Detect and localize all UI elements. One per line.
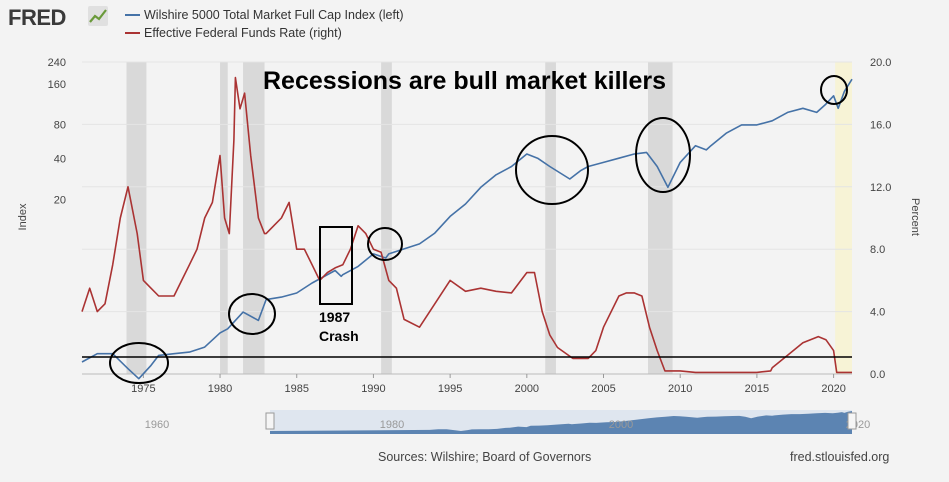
legend-label-fedfunds: Effective Federal Funds Rate (right) [144, 26, 342, 40]
right-tick-label: 8.0 [870, 244, 885, 256]
wilshire-series-line[interactable] [81, 78, 853, 380]
left-axis-label: Index [17, 203, 29, 230]
right-tick-label: 12.0 [870, 182, 891, 194]
fred-logo[interactable]: FRED [8, 5, 66, 30]
right-tick-label: 0.0 [870, 369, 885, 381]
recession-band [835, 62, 852, 374]
crash-label-year: 1987 [319, 309, 350, 325]
grid-lines [82, 61, 852, 375]
right-axis-label: Percent [909, 198, 921, 236]
x-tick-label: 1985 [284, 383, 308, 395]
range-navigator[interactable]: 1960 1980 2000 2020 [145, 410, 870, 434]
chart-legend: Wilshire 5000 Total Market Full Cap Inde… [125, 6, 404, 42]
x-tick-label: 2005 [591, 383, 615, 395]
left-tick-label: 240 [48, 57, 66, 69]
left-tick-label: 20 [54, 194, 66, 206]
recession-band [381, 62, 392, 374]
fedfunds-series-line[interactable] [81, 76, 852, 374]
x-tick-label: 2015 [745, 383, 769, 395]
legend-swatch-fedfunds [125, 32, 140, 34]
line-chart-icon [88, 6, 108, 26]
circle-annotation-1990 [367, 227, 403, 261]
legend-label-wilshire: Wilshire 5000 Total Market Full Cap Inde… [144, 8, 404, 22]
right-tick-label: 20.0 [870, 57, 891, 69]
site-link[interactable]: fred.stlouisfed.org [790, 450, 890, 464]
x-tick-label: 1980 [208, 383, 232, 395]
navigator-tick-label: 1980 [380, 419, 404, 431]
recession-band [647, 62, 673, 374]
left-tick-label: 40 [54, 154, 66, 166]
circle-annotation-2001 [515, 135, 589, 205]
x-tick-label: 1995 [438, 383, 462, 395]
recession-band [126, 62, 147, 374]
left-tick-label: 80 [54, 119, 66, 131]
x-tick-label: 1975 [131, 383, 155, 395]
x-tick-label: 1990 [361, 383, 385, 395]
x-tick-label: 2020 [821, 383, 845, 395]
legend-item-fedfunds[interactable]: Effective Federal Funds Rate (right) [125, 24, 404, 42]
circle-annotation-2020 [820, 75, 848, 105]
x-tick-label: 2000 [515, 383, 539, 395]
chart-title: Recessions are bull market killers [263, 67, 666, 95]
right-tick-label: 16.0 [870, 119, 891, 131]
series-lines [81, 76, 853, 380]
navigator-handle-left[interactable] [265, 412, 275, 430]
circle-annotation-1982 [228, 293, 276, 335]
box-annotation-1987 [319, 226, 353, 305]
sources-text: Sources: Wilshire; Board of Governors [378, 450, 592, 464]
crash-label-word: Crash [319, 328, 359, 344]
circle-annotation-2008 [635, 117, 691, 193]
circle-annotation-1974 [109, 342, 169, 384]
recession-bands [126, 62, 852, 374]
navigator-tick-label: 1960 [145, 419, 169, 431]
navigator-area [270, 411, 852, 434]
legend-swatch-wilshire [125, 14, 140, 16]
legend-item-wilshire[interactable]: Wilshire 5000 Total Market Full Cap Inde… [125, 6, 404, 24]
left-axis: 240 160 80 40 20 [48, 57, 66, 206]
right-axis: 20.0 16.0 12.0 8.0 4.0 0.0 [870, 57, 891, 381]
left-tick-label: 160 [48, 79, 66, 91]
recession-band [545, 62, 556, 374]
right-tick-label: 4.0 [870, 307, 885, 319]
x-axis: 1975 1980 1985 1990 1995 2000 2005 2010 2015 2020 [82, 373, 852, 395]
navigator-tick-label: 2000 [609, 419, 633, 431]
navigator-handle-right[interactable] [847, 412, 857, 430]
x-tick-label: 2010 [668, 383, 692, 395]
